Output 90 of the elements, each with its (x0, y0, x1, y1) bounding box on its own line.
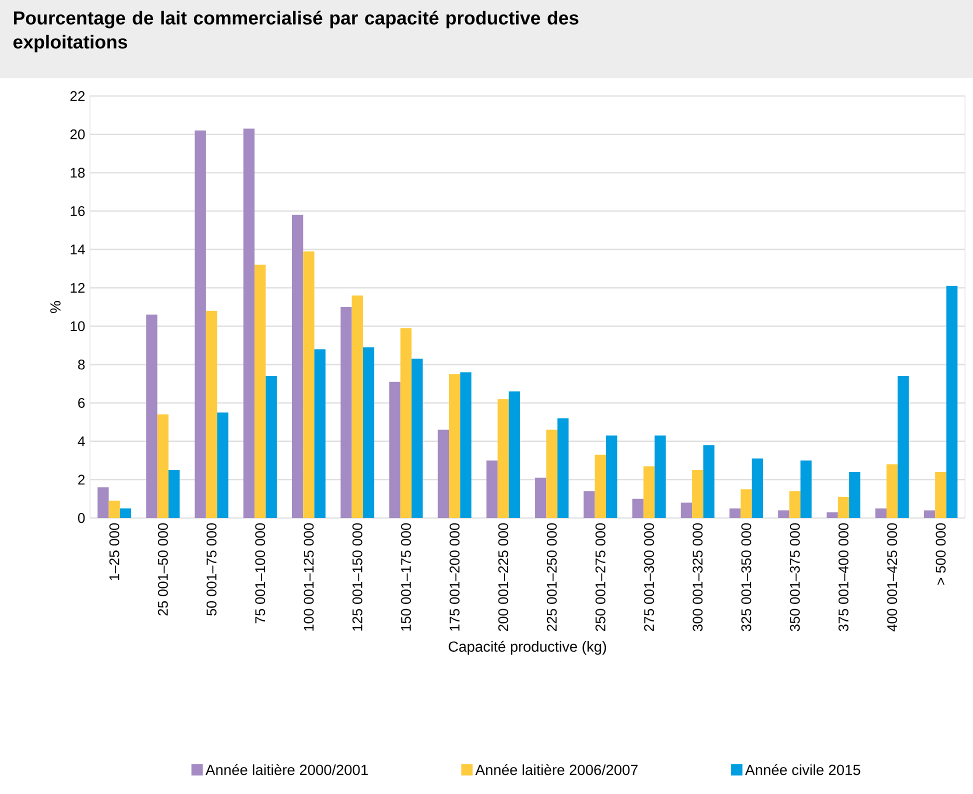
x-tick-label: > 500 000 (936, 523, 946, 585)
bar (643, 466, 655, 518)
bar (340, 307, 352, 518)
bar (924, 510, 936, 518)
x-tick-label: 375 001–400 000 (838, 523, 848, 632)
bar (849, 472, 860, 518)
x-tick-label: 400 001–425 000 (887, 523, 898, 632)
chart-title: Pourcentage de lait commercialisé par capacité productive des exploitations (13, 10, 578, 52)
y-tick-label: 8 (78, 360, 85, 370)
bar (654, 436, 666, 518)
bar (194, 130, 206, 518)
bar (752, 458, 764, 518)
bar (729, 508, 741, 518)
y-tick-label: 6 (78, 398, 85, 408)
y-tick-label: 0 (78, 513, 85, 523)
bar (606, 436, 618, 518)
bar (898, 376, 909, 518)
x-tick-label: 175 001–200 000 (450, 523, 460, 631)
x-tick-label: 100 001–125 000 (304, 523, 314, 631)
y-axis-title: % (50, 301, 61, 313)
y-tick-label: 22 (70, 91, 85, 101)
bar (886, 464, 898, 518)
bar (108, 500, 120, 518)
y-tick-label: 10 (70, 321, 85, 332)
bar (206, 310, 218, 518)
bar (778, 510, 790, 518)
x-axis-title: Capacité productive (kg) (448, 640, 606, 655)
x-tick-label: 125 001–150 000 (352, 523, 362, 631)
bar (535, 478, 546, 518)
x-tick-label: 300 001–325 000 (692, 523, 703, 632)
bar (120, 508, 132, 518)
bar (935, 472, 946, 518)
bar (352, 295, 363, 518)
bar (838, 496, 850, 518)
bar (400, 328, 412, 518)
bar (217, 412, 228, 518)
bar (314, 349, 326, 518)
bar (789, 491, 800, 518)
bar (557, 418, 569, 518)
bar (498, 399, 509, 518)
x-tick-label: 275 001–300 000 (644, 523, 654, 632)
bar (692, 470, 704, 518)
bar (389, 382, 400, 518)
bar (826, 512, 838, 518)
x-tick-label: 1–25 000 (109, 523, 120, 580)
bar (303, 251, 314, 518)
bar (460, 372, 472, 518)
bar (254, 264, 266, 518)
bar (168, 470, 180, 518)
bar (243, 128, 255, 518)
x-tick-label: 225 001–250 000 (546, 523, 557, 632)
bar (157, 414, 169, 518)
x-tick-label: 325 001–350 000 (741, 523, 752, 632)
bar (946, 286, 958, 518)
y-tick-label: 4 (78, 436, 85, 446)
y-tick-label: 12 (70, 282, 85, 293)
bar (740, 489, 752, 518)
y-tick-label: 14 (70, 244, 85, 254)
bar (146, 314, 158, 518)
x-tick-label: 200 001–225 000 (498, 523, 508, 632)
bar (449, 374, 460, 518)
bar (438, 430, 449, 518)
bar (266, 376, 277, 518)
y-tick-label: 20 (70, 129, 85, 140)
x-tick-label: 75 001–100 000 (255, 523, 266, 624)
bar (703, 445, 714, 518)
bar (362, 347, 374, 518)
legend-label: Année laitière 2006/2007 (475, 764, 638, 776)
bar (800, 460, 812, 518)
bar (875, 508, 886, 518)
bar (680, 502, 692, 518)
bar (98, 487, 109, 518)
x-tick-label: 150 001–175 000 (401, 523, 411, 631)
bar (486, 460, 498, 518)
bar (594, 454, 606, 518)
bar (632, 498, 644, 518)
legend-label: Année civile 2015 (745, 764, 860, 776)
x-tick-label: 250 001–275 000 (595, 523, 606, 632)
bar (584, 491, 595, 518)
x-tick-label: 25 001–50 000 (158, 523, 168, 616)
x-tick-label: 350 001–375 000 (790, 523, 800, 632)
y-tick-label: 16 (70, 206, 85, 216)
bar (412, 358, 423, 518)
y-tick-label: 2 (78, 474, 85, 485)
bar (508, 391, 520, 518)
x-tick-label: 50 001–75 000 (206, 523, 216, 616)
bar (546, 430, 558, 518)
bar (292, 214, 304, 518)
y-tick-label: 18 (70, 168, 85, 178)
legend-label: Année laitière 2000/2001 (206, 764, 368, 776)
